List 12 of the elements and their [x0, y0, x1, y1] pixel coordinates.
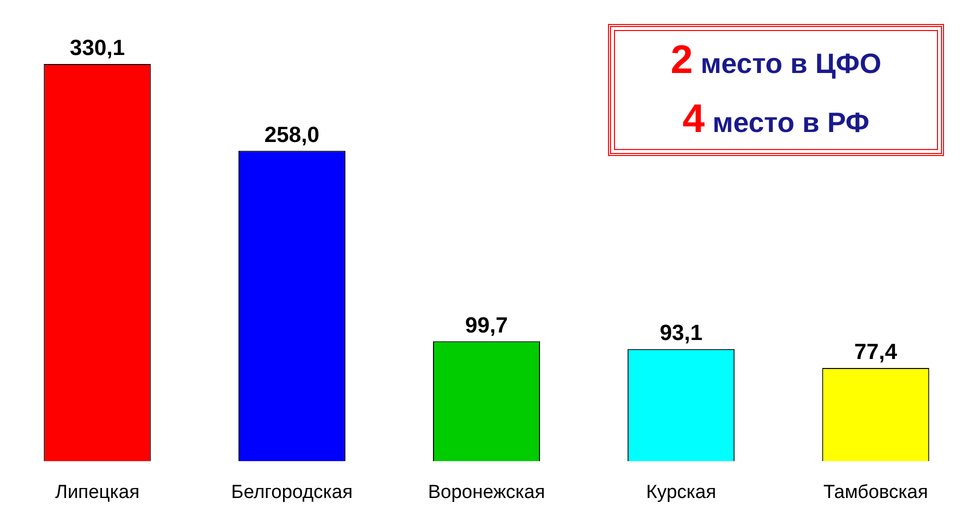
- x-tick-label: Воронежская: [428, 482, 546, 503]
- data-label: 99,7: [465, 312, 508, 338]
- x-tick-label: Курская: [646, 482, 716, 503]
- data-label: 330,1: [70, 35, 125, 60]
- x-tick-label: Липецкая: [55, 482, 140, 503]
- x-tick-label: Тамбовская: [823, 482, 928, 503]
- data-label: 77,4: [854, 339, 898, 364]
- data-label: 258,0: [264, 122, 320, 147]
- annotation: 2 место в ЦФО: [670, 38, 882, 83]
- x-tick-label: Белгородская: [231, 482, 353, 503]
- annotation: 4 место в РФ: [682, 97, 870, 142]
- data-label: 93,1: [660, 320, 703, 346]
